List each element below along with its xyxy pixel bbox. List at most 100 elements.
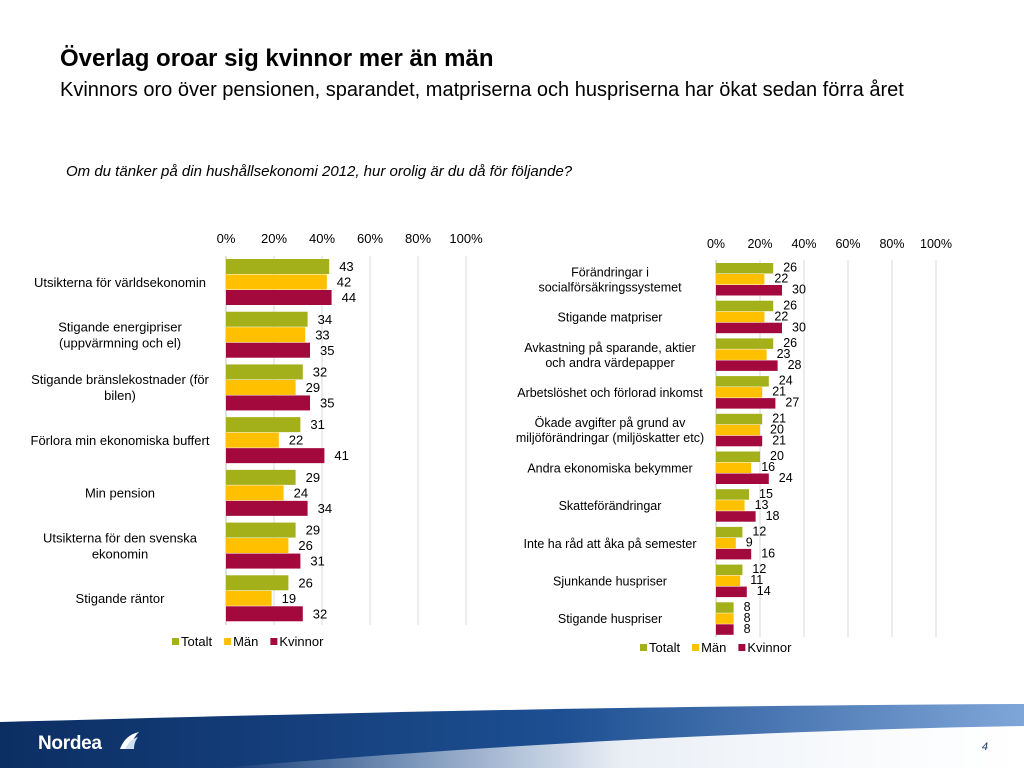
data-label: 43 — [339, 259, 353, 274]
data-label: 29 — [306, 523, 320, 538]
bar-man — [226, 432, 279, 448]
data-label: 42 — [337, 275, 351, 290]
x-tick-label: 80% — [405, 231, 431, 246]
bar-totalt — [716, 413, 763, 425]
bar-totalt — [716, 489, 749, 500]
bar-kvinnor — [226, 395, 310, 411]
bar-kvinnor — [716, 435, 763, 447]
data-label: 18 — [766, 509, 780, 523]
bar-totalt — [226, 469, 296, 485]
bar-kvinnor — [226, 553, 301, 569]
data-label: 8 — [744, 600, 751, 614]
data-label: 13 — [755, 498, 769, 512]
category-label: Ökade avgifter på grund av miljöförändrin… — [516, 416, 704, 445]
legend-label: Kvinnor — [279, 634, 324, 649]
category-label: Stigande räntor — [76, 591, 166, 606]
data-label: 14 — [757, 584, 771, 598]
category-label: Stigande matpriser — [558, 311, 663, 325]
data-label: 23 — [777, 347, 791, 361]
data-label: 41 — [334, 448, 348, 463]
category-label: Förändringar i socialförsäkringssystemet — [538, 265, 682, 294]
x-tick-label: 60% — [835, 237, 860, 251]
x-tick-label: 100% — [920, 237, 952, 251]
legend-label: Kvinnor — [747, 640, 792, 655]
x-tick-label: 0% — [707, 237, 725, 251]
data-label: 21 — [772, 411, 786, 425]
data-label: 35 — [320, 343, 334, 358]
bar-man — [226, 274, 327, 290]
data-label: 34 — [318, 501, 332, 516]
brand-name: Nordea — [38, 733, 102, 754]
bar-kvinnor — [226, 606, 303, 622]
x-tick-label: 80% — [879, 237, 904, 251]
data-label: 21 — [772, 385, 786, 399]
legend-label: Totalt — [649, 640, 680, 655]
bar-kvinnor — [716, 322, 782, 334]
data-label: 19 — [282, 591, 296, 606]
bar-kvinnor — [716, 285, 782, 296]
x-tick-label: 20% — [261, 231, 287, 246]
data-label: 16 — [761, 546, 775, 560]
legend-swatch — [172, 638, 179, 645]
bar-totalt — [226, 417, 301, 433]
category-label: Förlora min ekonomiska buffert — [31, 433, 210, 448]
bar-man — [716, 424, 760, 436]
bar-totalt — [226, 311, 308, 327]
data-label: 31 — [310, 417, 324, 432]
bar-totalt — [716, 602, 734, 613]
data-label: 22 — [774, 272, 788, 286]
bar-man — [226, 485, 284, 501]
legend-swatch — [738, 644, 746, 651]
data-label: 34 — [318, 312, 332, 327]
data-label: 26 — [783, 298, 797, 312]
legend-swatch — [224, 638, 232, 645]
bar-man — [226, 327, 306, 343]
page-number: 4 — [981, 741, 988, 753]
x-tick-label: 0% — [217, 231, 236, 246]
footer-band — [0, 704, 1024, 768]
bar-kvinnor — [226, 500, 308, 516]
bar-kvinnor — [226, 290, 332, 305]
bar-man — [716, 537, 736, 549]
bar-man — [226, 590, 272, 606]
bar-man — [716, 575, 741, 587]
category-label: Min pension — [85, 486, 155, 501]
data-label: 27 — [785, 396, 799, 410]
data-label: 30 — [792, 320, 806, 334]
data-label: 28 — [788, 358, 802, 372]
data-label: 12 — [752, 562, 766, 576]
category-label: Skatteförändringar — [559, 499, 662, 513]
bar-man — [716, 349, 767, 360]
bar-kvinnor — [226, 448, 325, 464]
data-label: 21 — [772, 433, 786, 447]
bar-man — [716, 387, 763, 398]
data-label: 24 — [779, 374, 793, 388]
x-tick-label: 20% — [747, 237, 772, 251]
bar-totalt — [716, 263, 774, 274]
bar-totalt — [716, 451, 760, 462]
data-label: 24 — [779, 471, 793, 485]
legend-label: Män — [233, 634, 258, 649]
nordea-logo: Nordea — [38, 732, 139, 759]
bar-totalt — [716, 564, 743, 576]
bar-man — [716, 462, 752, 473]
data-label: 26 — [783, 261, 797, 275]
bar-totalt — [226, 522, 296, 538]
nordea-sail-icon — [120, 732, 139, 749]
data-label: 20 — [770, 449, 784, 463]
bar-kvinnor — [716, 624, 734, 635]
category-label: Utsikterna för världsekonomin — [34, 275, 206, 290]
bar-totalt — [226, 575, 289, 591]
x-tick-label: 40% — [791, 237, 816, 251]
data-label: 12 — [752, 524, 766, 538]
data-label: 15 — [759, 487, 773, 501]
bar-kvinnor — [716, 511, 756, 522]
data-label: 29 — [306, 380, 320, 395]
category-label: Stigande energipriser (uppvärmning och el… — [58, 320, 182, 351]
page-subtitle: Kvinnors oro över pensionen, sparandet, … — [60, 79, 904, 101]
data-label: 29 — [306, 470, 320, 485]
bar-kvinnor — [716, 473, 769, 484]
x-tick-label: 100% — [449, 231, 483, 246]
data-label: 26 — [298, 575, 312, 590]
bar-kvinnor — [716, 398, 776, 409]
